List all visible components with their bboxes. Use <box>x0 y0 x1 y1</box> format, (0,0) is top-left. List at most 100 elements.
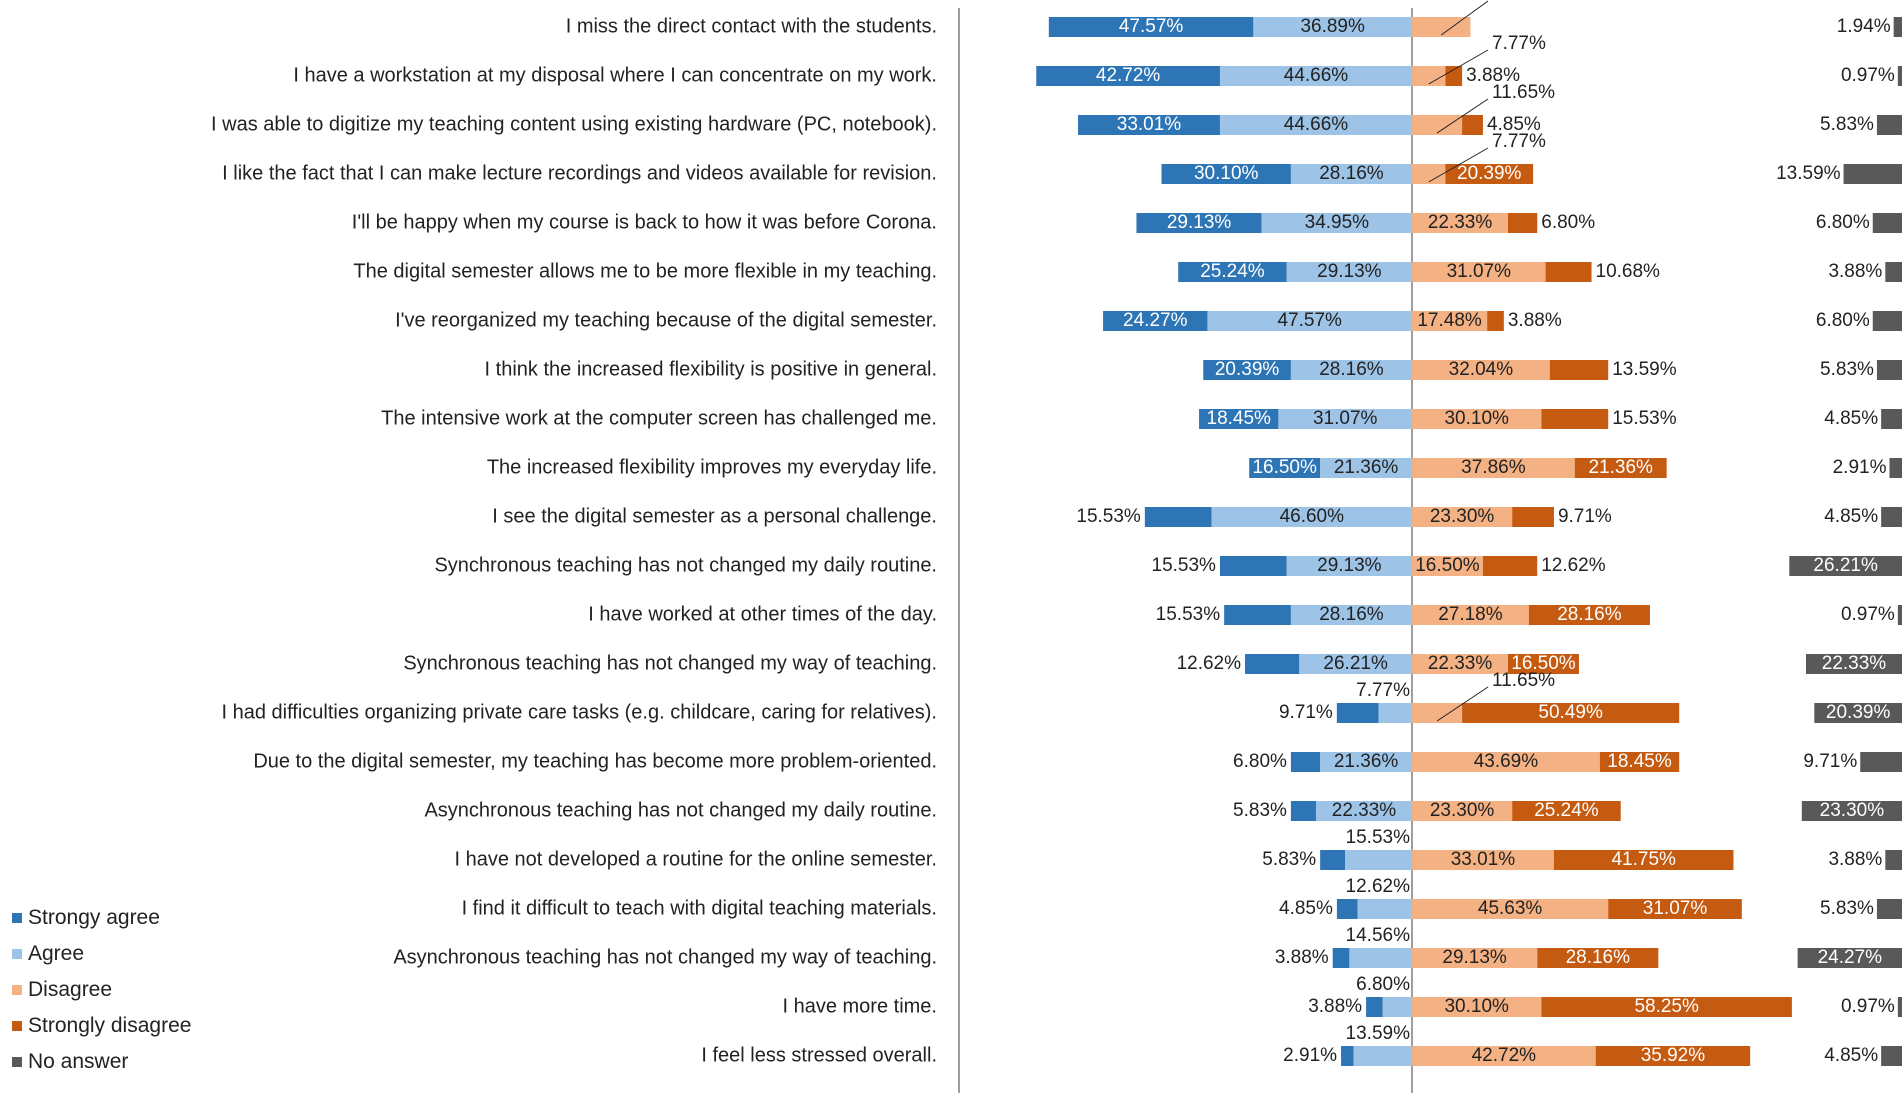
bar-strongly-agree <box>1203 360 1291 380</box>
bar-strongly-disagree <box>1574 458 1667 478</box>
legend-item-agree: Agree <box>12 936 191 972</box>
bar-no-answer <box>1881 1046 1902 1066</box>
bar-agree <box>1349 948 1412 968</box>
category-label: Synchronous teaching has not changed my … <box>403 652 937 674</box>
data-label-no-answer: 23.30% <box>1820 800 1885 821</box>
data-label-strongly-agree: 18.45% <box>1207 408 1272 429</box>
bar-no-answer <box>1893 17 1902 37</box>
data-label-strongly-agree: 15.53% <box>1076 506 1141 527</box>
bar-no-answer <box>1876 360 1902 380</box>
data-label-no-answer: 1.94% <box>1837 16 1891 37</box>
category-label: I was able to digitize my teaching conte… <box>211 113 937 135</box>
bar-disagree <box>1412 311 1488 331</box>
data-label-agree: 26.21% <box>1323 653 1388 674</box>
data-label-strongly-agree: 12.62% <box>1177 653 1242 674</box>
data-label-no-answer: 4.85% <box>1824 408 1878 429</box>
bar-disagree <box>1412 17 1471 37</box>
data-label-agree: 13.59% <box>1346 1023 1411 1044</box>
data-label-strongly-agree: 16.50% <box>1252 457 1317 478</box>
data-label-strongly-disagree: 18.45% <box>1607 751 1672 772</box>
bar-strongly-agree <box>1178 262 1287 282</box>
category-label: I feel less stressed overall. <box>701 1044 937 1066</box>
data-label-disagree: 30.10% <box>1444 408 1509 429</box>
category-label: The intensive work at the computer scree… <box>381 407 937 429</box>
data-label-strongly-disagree: 35.92% <box>1641 1045 1706 1066</box>
category-label: I have a workstation at my disposal wher… <box>293 64 937 86</box>
bar-no-answer <box>1805 654 1902 674</box>
data-label-strongly-disagree: 12.62% <box>1541 555 1606 576</box>
data-label-agree: 15.53% <box>1346 827 1411 848</box>
data-label-disagree: 37.86% <box>1461 457 1526 478</box>
data-label-agree: 44.66% <box>1284 65 1349 86</box>
data-label-disagree: 22.33% <box>1428 653 1493 674</box>
data-label-strongly-disagree: 41.75% <box>1611 849 1676 870</box>
data-label-no-answer: 0.97% <box>1841 996 1895 1017</box>
data-label-strongly-agree: 15.53% <box>1156 604 1221 625</box>
leader-line <box>1428 147 1489 183</box>
legend-label-strongly-disagree: Strongly disagree <box>28 1014 192 1037</box>
data-label-no-answer: 26.21% <box>1813 555 1878 576</box>
data-label-agree: 12.62% <box>1346 876 1411 897</box>
data-label-no-answer: 6.80% <box>1816 212 1870 233</box>
data-label-disagree: 32.04% <box>1449 359 1514 380</box>
data-label-strongly-disagree: 3.88% <box>1508 310 1562 331</box>
bar-no-answer <box>1789 556 1902 576</box>
data-label-strongly-agree: 20.39% <box>1215 359 1280 380</box>
bar-disagree <box>1412 654 1509 674</box>
bar-agree <box>1315 801 1412 821</box>
bar-strongly-agree <box>1048 17 1254 37</box>
data-label-disagree: 31.07% <box>1447 261 1512 282</box>
category-label: The digital semester allows me to be mor… <box>353 260 937 282</box>
data-label-strongly-agree: 47.57% <box>1119 16 1184 37</box>
category-label: The increased flexibility improves my ev… <box>487 456 937 478</box>
legend-swatch-strongly-disagree <box>12 1021 22 1031</box>
data-label-strongly-disagree: 9.71% <box>1558 506 1612 527</box>
data-label-no-answer: 4.85% <box>1824 1045 1878 1066</box>
data-label-strongly-disagree: 15.53% <box>1612 408 1677 429</box>
bar-agree <box>1253 17 1412 37</box>
category-label: I like the fact that I can make lecture … <box>222 162 937 184</box>
bar-strongly-disagree <box>1595 1046 1751 1066</box>
bar-no-answer <box>1860 752 1902 772</box>
category-label: Asynchronous teaching has not changed my… <box>424 799 937 821</box>
bar-agree <box>1353 1046 1412 1066</box>
bar-disagree <box>1412 115 1463 135</box>
bar-strongly-disagree <box>1508 213 1538 233</box>
bar-agree <box>1290 164 1412 184</box>
data-label-disagree: 45.63% <box>1478 898 1543 919</box>
bar-strongly-disagree <box>1541 409 1609 429</box>
data-label-strongly-agree: 24.27% <box>1123 310 1188 331</box>
data-label-strongly-disagree: 6.80% <box>1541 212 1595 233</box>
bar-strongly-disagree <box>1462 115 1483 135</box>
data-label-strongly-disagree: 21.36% <box>1588 457 1653 478</box>
bar-no-answer <box>1872 311 1902 331</box>
bar-strongly-agree <box>1136 213 1262 233</box>
data-label-disagree: 43.69% <box>1474 751 1539 772</box>
bar-agree <box>1378 703 1412 723</box>
bar-agree <box>1261 213 1412 233</box>
bar-no-answer <box>1876 115 1902 135</box>
leader-line <box>1440 0 1489 36</box>
bar-disagree <box>1412 360 1550 380</box>
data-label-strongly-agree: 9.71% <box>1279 702 1333 723</box>
bar-no-answer <box>1801 801 1902 821</box>
bar-strongly-disagree <box>1512 507 1554 527</box>
data-label-disagree: 7.77% <box>1492 131 1546 152</box>
bar-disagree <box>1412 507 1513 527</box>
bar-disagree <box>1412 605 1529 625</box>
data-label-no-answer: 3.88% <box>1828 261 1882 282</box>
bar-disagree <box>1412 262 1546 282</box>
bar-strongly-disagree <box>1549 360 1609 380</box>
data-label-agree: 29.13% <box>1317 261 1382 282</box>
data-label-strongly-agree: 4.85% <box>1279 898 1333 919</box>
data-label-no-answer: 5.83% <box>1820 359 1874 380</box>
data-label-agree: 34.95% <box>1305 212 1370 233</box>
category-label: Synchronous teaching has not changed my … <box>434 554 937 576</box>
bar-strongly-agree <box>1199 409 1279 429</box>
data-label-disagree: 7.77% <box>1492 33 1546 54</box>
bar-disagree <box>1412 556 1483 576</box>
bar-no-answer <box>1897 66 1902 86</box>
legend: Strongy agree Agree Disagree Strongly di… <box>12 900 191 1080</box>
bar-strongly-agree <box>1078 115 1220 135</box>
